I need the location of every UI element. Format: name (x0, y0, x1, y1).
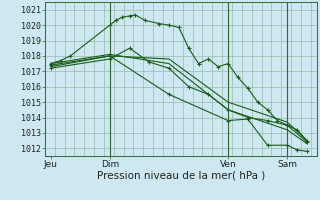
X-axis label: Pression niveau de la mer( hPa ): Pression niveau de la mer( hPa ) (97, 171, 265, 181)
